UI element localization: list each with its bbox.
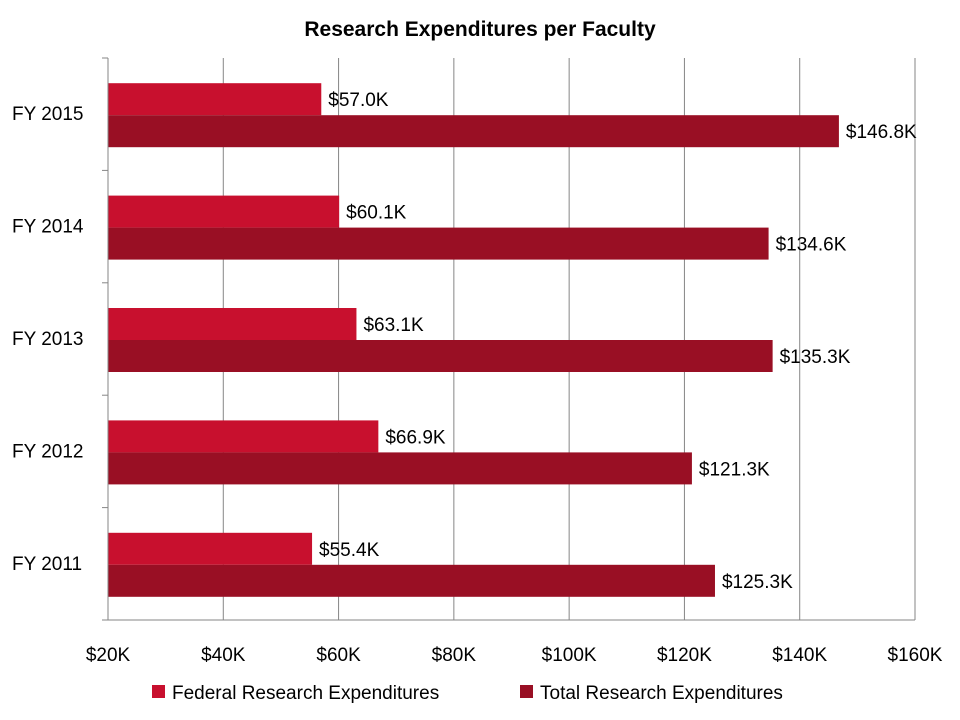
x-tick-label: $100K	[542, 645, 597, 666]
legend-swatch	[152, 685, 165, 698]
data-label: $135.3K	[780, 347, 851, 368]
legend-label: Total Research Expenditures	[540, 683, 783, 704]
y-tick-label: FY 2012	[12, 441, 83, 462]
y-tick-label: FY 2011	[12, 554, 82, 575]
total-bar	[108, 340, 773, 372]
legend-label: Federal Research Expenditures	[172, 683, 439, 704]
y-tick-label: FY 2013	[12, 329, 83, 350]
data-label: $60.1K	[346, 203, 407, 224]
data-label: $66.9K	[385, 427, 446, 448]
total-bar	[108, 564, 715, 597]
federal-bar	[108, 308, 357, 340]
total-bar	[108, 452, 692, 485]
federal-bar	[108, 532, 313, 565]
x-tick-label: $160K	[888, 645, 943, 666]
total-bar	[108, 227, 769, 260]
data-label: $134.6K	[776, 235, 847, 256]
data-label: $55.4K	[319, 540, 380, 561]
x-tick-label: $80K	[432, 645, 477, 666]
y-tick-label: FY 2015	[12, 104, 83, 125]
data-label: $125.3K	[722, 572, 793, 593]
x-tick-label: $140K	[772, 645, 827, 666]
y-tick-label: FY 2014	[12, 217, 84, 238]
data-label: $121.3K	[699, 459, 770, 480]
federal-bar	[108, 420, 379, 453]
legend-swatch	[520, 685, 533, 698]
total-bar	[108, 115, 839, 148]
data-label: $146.8K	[846, 122, 917, 143]
federal-bar	[108, 195, 340, 228]
data-label: $57.0K	[328, 90, 389, 111]
chart-title: Research Expenditures per Faculty	[304, 18, 656, 41]
federal-bar	[108, 83, 322, 116]
x-tick-label: $60K	[316, 645, 361, 666]
x-tick-label: $120K	[657, 645, 712, 666]
x-tick-label: $40K	[201, 645, 246, 666]
data-label: $63.1K	[363, 315, 424, 336]
x-tick-label: $20K	[86, 645, 131, 666]
